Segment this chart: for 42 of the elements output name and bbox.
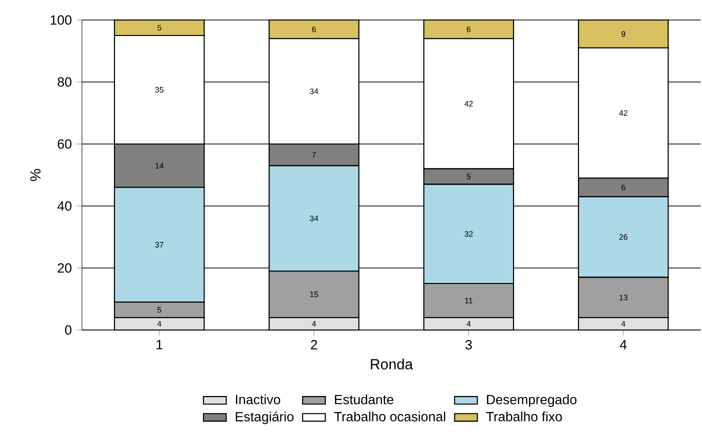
data-label: 6 xyxy=(466,26,471,32)
x-tick-label: 2 xyxy=(310,340,318,350)
data-label: 42 xyxy=(619,110,628,116)
y-axis-title: % xyxy=(30,169,41,181)
data-label: 13 xyxy=(619,294,628,300)
y-tick-label: 0 xyxy=(65,325,72,335)
x-tick-label: 3 xyxy=(465,340,472,350)
legend-label: Inactivo xyxy=(236,394,280,404)
x-tick-label: 4 xyxy=(620,340,627,350)
legend-label: Trabalho ocasional xyxy=(334,412,446,422)
y-tick-label: 40 xyxy=(57,201,72,211)
data-label: 5 xyxy=(466,174,471,180)
data-label: 14 xyxy=(155,162,164,168)
data-label: 4 xyxy=(312,321,316,327)
y-tick-label: 60 xyxy=(58,139,72,149)
data-label: 11 xyxy=(465,298,472,304)
data-label: 5 xyxy=(157,24,162,31)
x-tick-label: 1 xyxy=(156,340,162,350)
data-label: 34 xyxy=(310,88,318,94)
data-label: 7 xyxy=(312,152,316,158)
data-label: 4 xyxy=(466,321,471,327)
data-label: 34 xyxy=(310,216,318,222)
data-label: 6 xyxy=(622,184,626,190)
data-label: 37 xyxy=(155,242,164,248)
data-label: 4 xyxy=(157,321,162,327)
data-label: 5 xyxy=(157,307,162,313)
legend-label: Desempregado xyxy=(486,394,576,407)
data-label: 6 xyxy=(312,26,316,32)
data-label: 15 xyxy=(310,292,318,298)
data-label: 32 xyxy=(464,231,473,237)
legend-label: Estudante xyxy=(334,394,394,404)
data-label: 9 xyxy=(621,31,626,37)
legend-label: Trabalho fixo xyxy=(486,412,562,422)
data-label: 4 xyxy=(621,321,626,327)
legend-label: Estagiário xyxy=(236,411,294,424)
data-label: 35 xyxy=(155,86,164,93)
x-axis-title: Ronda xyxy=(370,358,413,370)
y-tick-label: 80 xyxy=(58,77,72,87)
data-label: 26 xyxy=(619,234,628,240)
data-label: 42 xyxy=(464,100,473,106)
y-tick-label: 20 xyxy=(58,263,72,273)
y-tick-label: 100 xyxy=(50,15,72,25)
